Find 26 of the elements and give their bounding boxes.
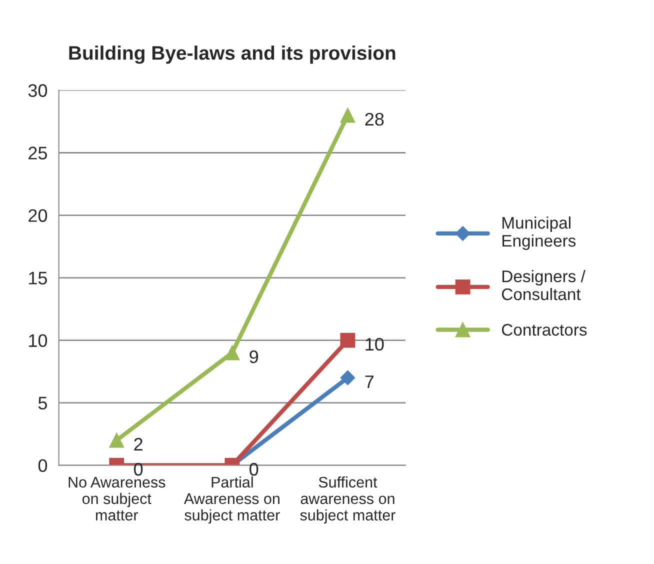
y-tick-label: 20 bbox=[28, 209, 48, 222]
x-tick-label: Partial Awareness on subject matter bbox=[184, 476, 280, 524]
y-tick-label: 30 bbox=[28, 84, 48, 97]
point bbox=[340, 370, 356, 386]
y-tick-label: 0 bbox=[38, 459, 48, 472]
data-label: 9 bbox=[250, 350, 258, 364]
x-tick-label: Sufficent awareness on subject matter bbox=[300, 476, 396, 524]
data-label: 10 bbox=[366, 338, 384, 351]
legend-label: Contractors bbox=[502, 324, 587, 336]
chart-title: Building Bye-laws and its provision bbox=[69, 46, 396, 64]
point bbox=[109, 432, 124, 448]
data-label: 2 bbox=[134, 438, 142, 451]
legend-label: Municipal Engineers bbox=[502, 216, 576, 250]
y-tick-label: 25 bbox=[28, 146, 47, 160]
y-tick-label: 15 bbox=[29, 272, 47, 284]
legend-label: Designers / Consultant bbox=[502, 270, 586, 300]
y-tick-label: 5 bbox=[38, 396, 47, 410]
point bbox=[340, 108, 356, 123]
data-label: 0 bbox=[134, 462, 143, 476]
data-label: 7 bbox=[365, 376, 374, 388]
y-tick-label: 10 bbox=[29, 334, 48, 347]
x-tick-label: No Awareness on subject matter bbox=[68, 476, 166, 521]
point bbox=[224, 345, 240, 360]
data-label: 28 bbox=[365, 112, 384, 126]
data-label: 0 bbox=[250, 462, 258, 476]
point bbox=[340, 332, 356, 348]
